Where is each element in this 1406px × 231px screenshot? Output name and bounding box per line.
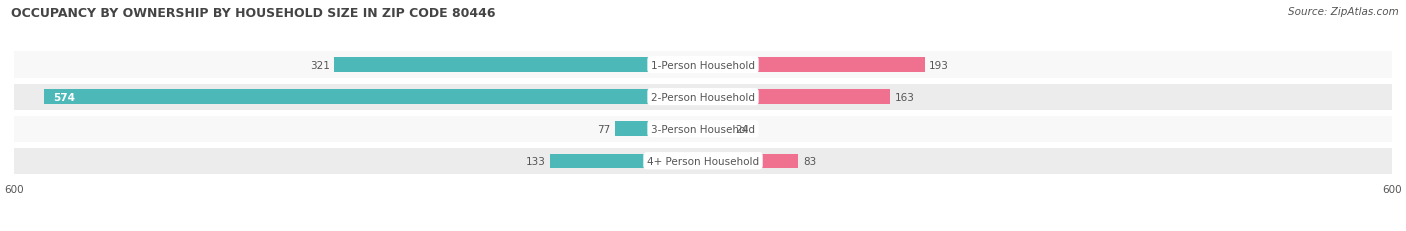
Bar — [44, 90, 703, 104]
Text: 24: 24 — [735, 124, 748, 134]
Text: 1-Person Household: 1-Person Household — [651, 60, 755, 70]
Text: 163: 163 — [894, 92, 915, 102]
Text: 193: 193 — [929, 60, 949, 70]
Bar — [703, 58, 925, 73]
Text: 133: 133 — [526, 156, 546, 166]
Text: 77: 77 — [596, 124, 610, 134]
Bar — [703, 122, 731, 136]
Bar — [335, 58, 703, 73]
Bar — [14, 148, 1392, 174]
Bar — [614, 122, 703, 136]
Bar — [703, 90, 890, 104]
Text: 574: 574 — [53, 92, 75, 102]
Text: 4+ Person Household: 4+ Person Household — [647, 156, 759, 166]
Bar — [14, 52, 1392, 78]
Text: 2-Person Household: 2-Person Household — [651, 92, 755, 102]
Bar — [14, 116, 1392, 142]
Bar — [14, 84, 1392, 110]
Text: 83: 83 — [803, 156, 815, 166]
Bar — [703, 154, 799, 168]
Text: 321: 321 — [309, 60, 330, 70]
Text: 3-Person Household: 3-Person Household — [651, 124, 755, 134]
Text: Source: ZipAtlas.com: Source: ZipAtlas.com — [1288, 7, 1399, 17]
Text: OCCUPANCY BY OWNERSHIP BY HOUSEHOLD SIZE IN ZIP CODE 80446: OCCUPANCY BY OWNERSHIP BY HOUSEHOLD SIZE… — [11, 7, 496, 20]
Bar — [550, 154, 703, 168]
